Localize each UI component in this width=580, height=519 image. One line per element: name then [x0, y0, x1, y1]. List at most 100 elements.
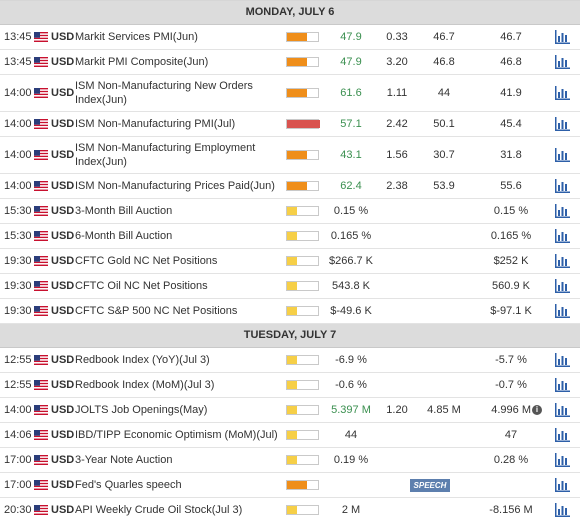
currency-code: USD — [51, 479, 75, 491]
bar-chart-icon[interactable] — [552, 249, 572, 273]
event-name[interactable]: ISM Non-Manufacturing Employment Index(J… — [75, 142, 256, 168]
consensus-value — [412, 373, 476, 397]
event-row[interactable]: 17:00 USD Fed's Quarles speech SPEECH — [0, 473, 580, 498]
actual-value: 0.19 % — [333, 454, 369, 466]
event-time: 14:00 — [4, 118, 32, 130]
event-row[interactable]: 15:30 USD 3-Month Bill Auction 0.15 % 0.15 % — [0, 199, 580, 224]
previous-value: 31.8 — [500, 149, 522, 161]
event-row[interactable]: 19:30 USD CFTC Gold NC Net Positions $266.7… — [0, 249, 580, 274]
bar-chart-icon[interactable] — [552, 224, 572, 248]
actual-value: 57.1 — [340, 118, 362, 130]
event-name[interactable]: ISM Non-Manufacturing Prices Paid(Jun) — [75, 180, 275, 192]
previous-value: 46.7 — [500, 31, 522, 43]
previous-value: -0.7 % — [495, 379, 527, 391]
event-name[interactable]: JOLTS Job Openings(May) — [75, 404, 208, 416]
consensus-value — [412, 348, 476, 372]
volatility-bar — [286, 398, 320, 422]
event-name[interactable]: Markit Services PMI(Jun) — [75, 31, 198, 43]
event-row[interactable]: 13:45 USD Markit PMI Composite(Jun) 47.9 3.2… — [0, 50, 580, 75]
event-time: 15:30 — [4, 230, 32, 242]
volatility-bar — [286, 448, 320, 472]
us-flag-icon — [34, 249, 48, 273]
event-name[interactable]: ISM Non-Manufacturing New Orders Index(J… — [75, 80, 253, 106]
us-flag-icon — [34, 498, 48, 519]
event-time: 14:00 — [4, 149, 32, 161]
bar-chart-icon[interactable] — [552, 423, 572, 447]
event-row[interactable]: 20:30 USD API Weekly Crude Oil Stock(Jul 3… — [0, 498, 580, 519]
event-row[interactable]: 13:45 USD Markit Services PMI(Jun) 47.9 0.33… — [0, 25, 580, 50]
volatility-bar — [286, 75, 320, 111]
event-name[interactable]: CFTC Oil NC Net Positions — [75, 280, 208, 292]
event-name[interactable]: 3-Month Bill Auction — [75, 205, 173, 217]
event-name[interactable]: CFTC S&P 500 NC Net Positions — [75, 305, 238, 317]
bar-chart-icon[interactable] — [552, 25, 572, 49]
event-row[interactable]: 14:00 USD ISM Non-Manufacturing Prices Pai… — [0, 174, 580, 199]
event-name[interactable]: 6-Month Bill Auction — [75, 230, 173, 242]
event-name[interactable]: Fed's Quarles speech — [75, 479, 182, 491]
event-row[interactable]: 14:00 USD ISM Non-Manufacturing PMI(Jul) 57… — [0, 112, 580, 137]
actual-value: -0.6 % — [335, 379, 367, 391]
bar-chart-icon[interactable] — [552, 348, 572, 372]
previous-value: $-97.1 K — [490, 305, 532, 317]
event-row[interactable]: 14:00 USD ISM Non-Manufacturing New Orders… — [0, 75, 580, 112]
event-row[interactable]: 17:00 USD 3-Year Note Auction 0.19 % 0.28 % — [0, 448, 580, 473]
event-name[interactable]: Markit PMI Composite(Jun) — [75, 56, 209, 68]
speech-badge: SPEECH — [410, 479, 450, 492]
event-row[interactable]: 12:55 USD Redbook Index (YoY)(Jul 3) -6.9 %… — [0, 348, 580, 373]
bar-chart-icon[interactable] — [552, 112, 572, 136]
bar-chart-icon[interactable] — [552, 50, 572, 74]
bar-chart-icon[interactable] — [552, 75, 572, 111]
bar-chart-icon[interactable] — [552, 274, 572, 298]
bar-chart-icon[interactable] — [552, 174, 572, 198]
previous-value: 0.15 % — [493, 205, 529, 217]
event-time: 12:55 — [4, 354, 32, 366]
volatility-bar — [286, 112, 320, 136]
consensus-value — [412, 224, 476, 248]
previous-value: 560.9 K — [492, 280, 530, 292]
event-row[interactable]: 14:06 USD IBD/TIPP Economic Optimism (MoM)… — [0, 423, 580, 448]
event-row[interactable]: 15:30 USD 6-Month Bill Auction 0.165 % 0.165… — [0, 224, 580, 249]
bar-chart-icon[interactable] — [552, 199, 572, 223]
currency-code: USD — [51, 504, 75, 516]
event-name[interactable]: ISM Non-Manufacturing PMI(Jul) — [75, 118, 236, 130]
previous-value: 46.8 — [500, 56, 522, 68]
event-row[interactable]: 19:30 USD CFTC S&P 500 NC Net Positions $-4… — [0, 299, 580, 324]
previous-value — [476, 473, 546, 497]
actual-value: 0.15 % — [333, 205, 369, 217]
event-name[interactable]: CFTC Gold NC Net Positions — [75, 255, 218, 267]
bar-chart-icon[interactable] — [552, 498, 572, 519]
consensus-value: 4.85 M — [427, 404, 461, 416]
volatility-bar — [286, 373, 320, 397]
previous-value: 55.6 — [500, 180, 522, 192]
event-row[interactable]: 12:55 USD Redbook Index (MoM)(Jul 3) -0.6 %… — [0, 373, 580, 398]
consensus-value — [412, 423, 476, 447]
volatility-bar — [286, 224, 320, 248]
deviation-value: 2.38 — [386, 180, 408, 192]
event-time: 13:45 — [4, 56, 32, 68]
currency-code: USD — [51, 379, 75, 391]
bar-chart-icon[interactable] — [552, 299, 572, 323]
event-name[interactable]: IBD/TIPP Economic Optimism (MoM)(Jul) — [75, 429, 278, 441]
event-name[interactable]: Redbook Index (MoM)(Jul 3) — [75, 379, 215, 391]
event-row[interactable]: 19:30 USD CFTC Oil NC Net Positions 543.8 K… — [0, 274, 580, 299]
consensus-value: 46.8 — [433, 56, 455, 68]
info-icon[interactable]: i — [532, 405, 542, 415]
event-name[interactable]: API Weekly Crude Oil Stock(Jul 3) — [75, 504, 243, 516]
bar-chart-icon[interactable] — [552, 373, 572, 397]
actual-value: $266.7 K — [328, 255, 374, 267]
bar-chart-icon[interactable] — [552, 137, 572, 173]
bar-chart-icon[interactable] — [552, 473, 572, 497]
actual-value: 44 — [344, 429, 358, 441]
us-flag-icon — [34, 473, 48, 497]
deviation-value: 1.11 — [386, 87, 408, 99]
event-row[interactable]: 14:00 USD JOLTS Job Openings(May) 5.397 M 1.… — [0, 398, 580, 423]
event-name[interactable]: 3-Year Note Auction — [75, 454, 173, 466]
event-time: 17:00 — [4, 479, 32, 491]
event-name[interactable]: Redbook Index (YoY)(Jul 3) — [75, 354, 210, 366]
bar-chart-icon[interactable] — [552, 448, 572, 472]
event-row[interactable]: 14:00 USD ISM Non-Manufacturing Employment… — [0, 137, 580, 174]
deviation-value — [382, 373, 412, 397]
bar-chart-icon[interactable] — [552, 398, 572, 422]
us-flag-icon — [34, 224, 48, 248]
